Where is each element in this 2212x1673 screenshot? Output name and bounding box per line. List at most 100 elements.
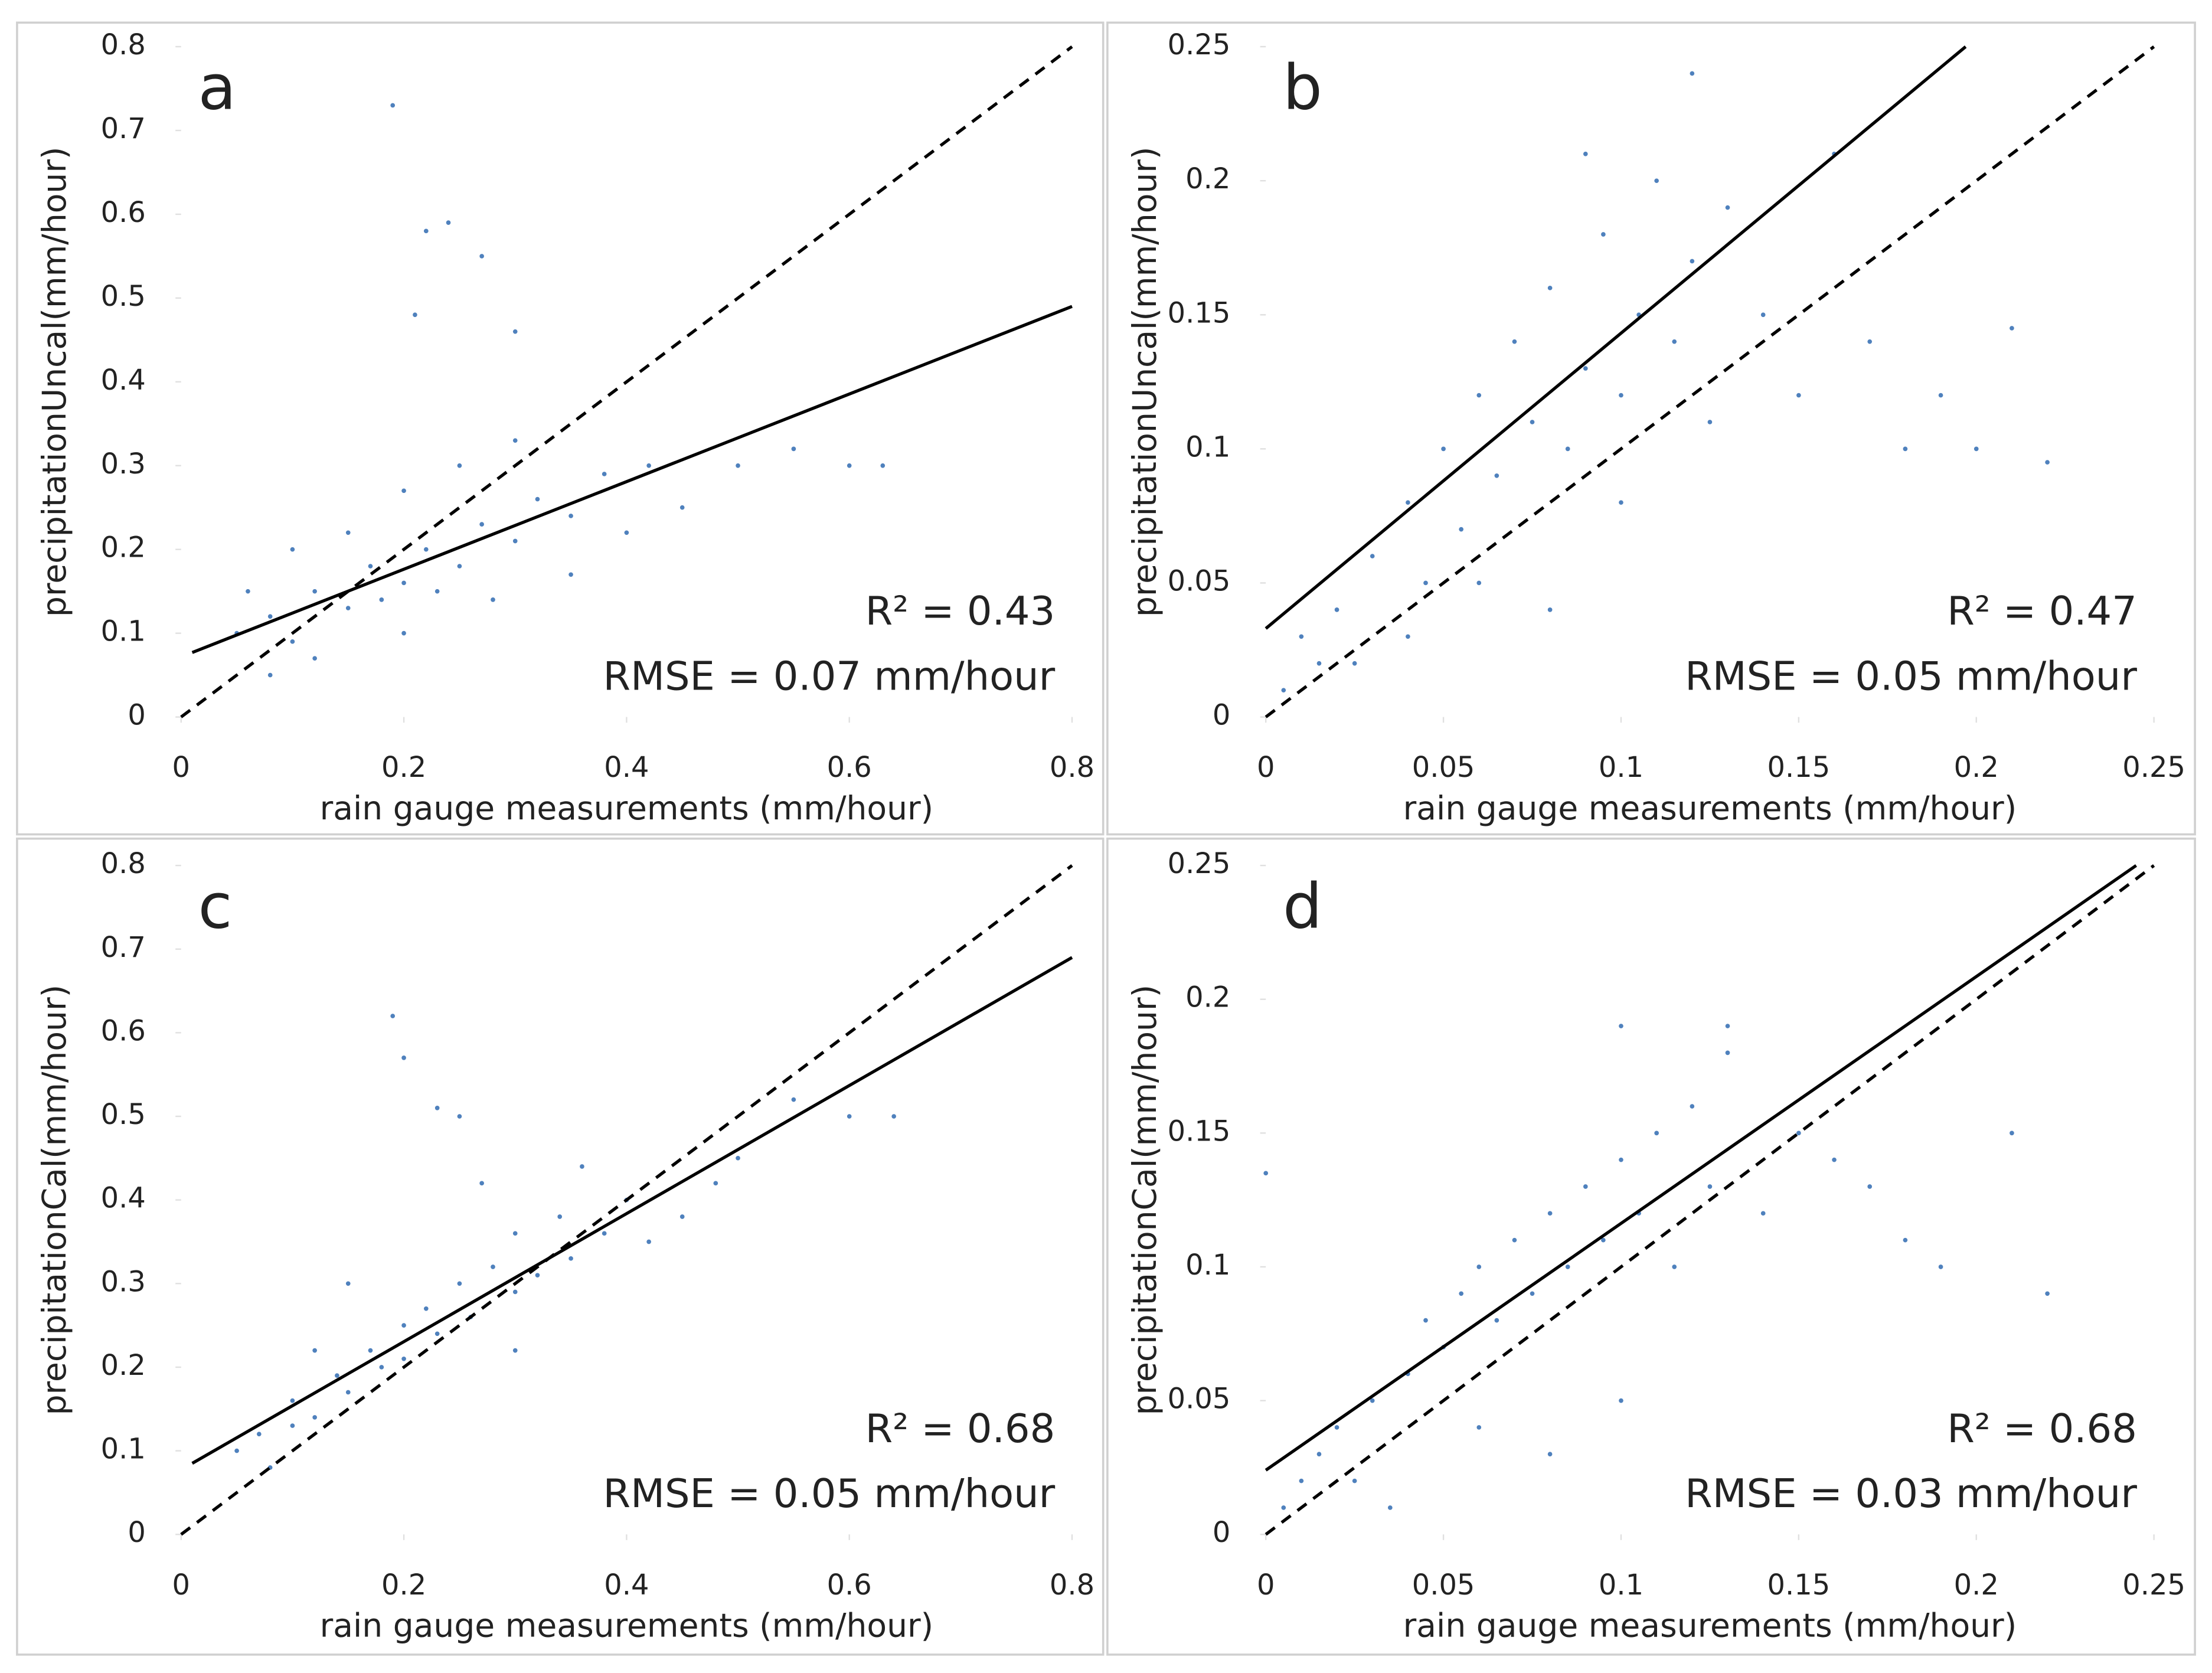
x-axis-label: rain gauge measurements (mm/hour) <box>1403 789 2017 827</box>
y-axis-label: precipitationUncal(mm/hour) <box>35 147 73 617</box>
point <box>1938 1264 1943 1269</box>
point <box>847 463 852 468</box>
annotation: RMSE = 0.07 mm/hour <box>603 653 1056 699</box>
y-tick-label: 0.3 <box>101 1266 146 1298</box>
point <box>679 1214 685 1219</box>
point <box>891 1114 896 1119</box>
point <box>1299 1478 1304 1484</box>
x-tick-label: 0.25 <box>2122 751 2185 784</box>
identity-line <box>1265 45 2155 718</box>
point <box>1476 393 1482 398</box>
point <box>379 597 384 602</box>
point <box>568 514 573 518</box>
panel-label: a <box>198 51 237 124</box>
y-tick-label: 0.1 <box>1185 1249 1230 1282</box>
fit-line <box>1265 45 1967 630</box>
x-tick-label: 0.4 <box>604 751 649 784</box>
y-tick-label: 0.5 <box>101 1099 146 1131</box>
point <box>1672 1264 1677 1269</box>
point <box>345 1390 351 1395</box>
point <box>535 496 540 502</box>
point <box>1316 661 1322 666</box>
y-tick-label: 0 <box>128 700 145 732</box>
point <box>1512 339 1517 344</box>
point <box>479 1181 484 1186</box>
point <box>312 1415 317 1420</box>
annotation: R² = 0.68 <box>1947 1406 2137 1452</box>
point <box>267 672 273 678</box>
point <box>1760 1211 1766 1216</box>
point <box>423 547 429 552</box>
y-tick-label: 0 <box>1213 700 1230 732</box>
point <box>1352 1478 1357 1484</box>
y-tick-label: 0.4 <box>101 1182 146 1215</box>
point <box>1725 1050 1730 1056</box>
point <box>512 1231 518 1236</box>
point <box>246 589 250 594</box>
point <box>434 1106 440 1110</box>
point <box>1263 1171 1269 1176</box>
x-axis-label: rain gauge measurements (mm/hour) <box>1403 1606 2017 1644</box>
point <box>2045 1291 2050 1296</box>
panel-border <box>16 837 1105 1656</box>
point <box>1832 1157 1837 1162</box>
annotation: R² = 0.43 <box>865 588 1056 634</box>
point <box>446 220 451 225</box>
point <box>1903 1237 1908 1243</box>
y-tick-label: 0.8 <box>101 848 146 880</box>
point <box>290 1423 295 1428</box>
point <box>1760 312 1766 318</box>
point <box>568 1256 573 1261</box>
point <box>847 1114 852 1119</box>
point <box>434 589 440 594</box>
x-axis-label: rain gauge measurements (mm/hour) <box>320 789 934 827</box>
point <box>401 630 406 636</box>
point <box>1619 1024 1623 1028</box>
point <box>791 1097 796 1102</box>
point <box>390 1014 396 1018</box>
y-tick-label: 0.1 <box>101 1433 146 1466</box>
point <box>1547 1211 1553 1216</box>
y-tick-label: 0.4 <box>101 364 146 397</box>
panel-border <box>16 21 1105 836</box>
point <box>1796 393 1801 398</box>
y-tick-label: 0.15 <box>1168 297 1231 329</box>
point <box>491 1264 495 1269</box>
annotation: RMSE = 0.05 mm/hour <box>603 1471 1056 1517</box>
y-tick-label: 0.6 <box>101 1015 146 1047</box>
x-tick-label: 0.1 <box>1599 1569 1644 1602</box>
point <box>2010 1130 2014 1136</box>
y-tick-label: 0.15 <box>1168 1115 1231 1148</box>
y-tick-label: 0.6 <box>101 197 146 229</box>
point <box>1690 1104 1695 1109</box>
y-tick-label: 0.05 <box>1168 1383 1231 1416</box>
point <box>1619 1157 1623 1162</box>
point <box>390 103 396 108</box>
point <box>1725 1024 1730 1028</box>
point <box>679 505 685 510</box>
point <box>557 1214 563 1219</box>
point <box>1565 446 1570 452</box>
point <box>345 530 351 535</box>
point <box>1370 1398 1375 1403</box>
point <box>1690 259 1695 264</box>
point <box>1707 420 1713 424</box>
point <box>1583 366 1588 371</box>
y-tick-label: 0.25 <box>1168 29 1231 61</box>
point <box>646 463 651 468</box>
point <box>1547 1452 1553 1457</box>
point <box>1334 1425 1339 1430</box>
y-tick-label: 0.2 <box>1185 163 1230 195</box>
point <box>401 1056 406 1060</box>
point <box>423 228 429 234</box>
point <box>1583 151 1588 156</box>
annotation: R² = 0.68 <box>865 1406 1056 1452</box>
point <box>379 1365 384 1370</box>
point <box>479 254 484 259</box>
y-tick-label: 0.05 <box>1168 565 1231 597</box>
point <box>1796 1130 1801 1136</box>
point <box>1423 1318 1428 1323</box>
point <box>1690 71 1695 76</box>
y-axis-label: precipitationUncal(mm/hour) <box>1126 147 1164 617</box>
point <box>880 463 886 468</box>
